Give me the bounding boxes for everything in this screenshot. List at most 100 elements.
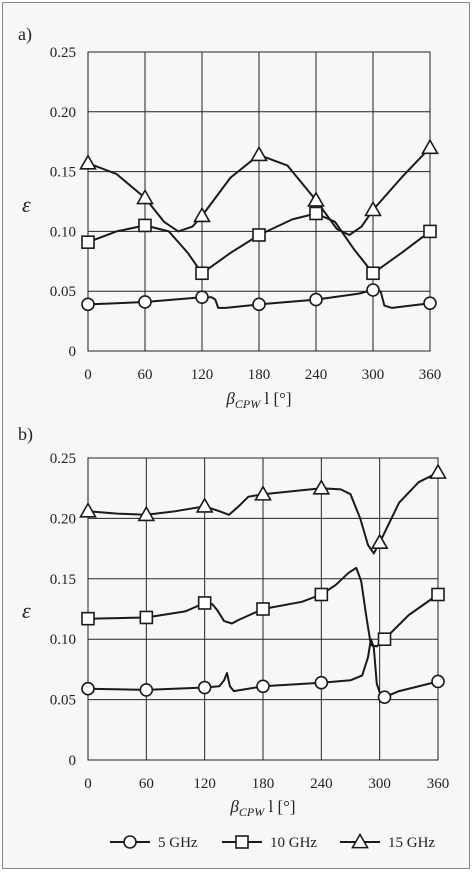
data-point bbox=[429, 463, 447, 479]
legend: 5 GHz 10 GHz 15 GHz bbox=[110, 832, 435, 851]
x-tick-label: 360 bbox=[427, 776, 450, 792]
y-tick-label: 0.10 bbox=[50, 632, 76, 648]
x-tick-label: 60 bbox=[139, 776, 154, 792]
data-point bbox=[314, 675, 329, 690]
x-tick-label: 120 bbox=[191, 367, 214, 383]
x-tick-label: 0 bbox=[84, 776, 92, 792]
y-tick-label: 0.05 bbox=[50, 693, 76, 709]
data-point bbox=[138, 218, 152, 233]
x-axis-label-base: β bbox=[229, 797, 239, 816]
x-tick-label: 120 bbox=[193, 776, 216, 792]
data-point bbox=[431, 587, 445, 602]
data-point bbox=[254, 485, 272, 501]
plot-area bbox=[87, 457, 439, 761]
legend-label: 15 GHz bbox=[388, 835, 435, 851]
x-axis-label: βCPW l [°] bbox=[229, 797, 295, 819]
y-axis-label: ε bbox=[22, 598, 31, 623]
series-5-ghz bbox=[81, 283, 437, 312]
data-point bbox=[364, 200, 382, 217]
y-tick-label: 0.25 bbox=[50, 451, 76, 467]
data-point bbox=[81, 235, 95, 249]
legend-item: 10 GHz bbox=[222, 835, 317, 851]
chart-panel-a: a) 0 0.05 0.10 0.15 0.20 0.25 0 60 120 180 240 300 36… bbox=[18, 24, 441, 411]
data-point bbox=[193, 206, 211, 223]
x-axis-label: βCPW l [°] bbox=[225, 389, 291, 411]
data-point bbox=[197, 596, 212, 610]
data-point bbox=[195, 290, 209, 304]
data-point bbox=[136, 188, 154, 205]
y-tick-label: 0.15 bbox=[50, 165, 76, 181]
data-point bbox=[370, 533, 389, 549]
legend-item: 5 GHz bbox=[110, 835, 198, 851]
data-point bbox=[252, 297, 266, 312]
y-tick-label: 0.25 bbox=[50, 45, 76, 61]
data-point bbox=[197, 680, 212, 695]
data-point bbox=[309, 206, 323, 221]
y-tick-label: 0 bbox=[69, 344, 77, 360]
x-axis-label-sub: CPW bbox=[235, 397, 261, 411]
x-tick-label: 240 bbox=[305, 367, 328, 383]
x-tick-label: 240 bbox=[310, 776, 333, 792]
plot-area bbox=[87, 51, 431, 352]
y-tick-label: 0.10 bbox=[50, 224, 76, 240]
x-axis-label-sub: CPW bbox=[239, 805, 265, 819]
data-point bbox=[256, 679, 270, 694]
data-point bbox=[314, 587, 329, 602]
legend-marker bbox=[235, 835, 249, 849]
series-line bbox=[87, 638, 439, 699]
data-point bbox=[138, 295, 152, 309]
x-tick-label: 180 bbox=[248, 367, 271, 383]
x-tick-label: 0 bbox=[84, 367, 92, 383]
data-point bbox=[366, 283, 380, 297]
data-point bbox=[195, 266, 209, 281]
data-point bbox=[377, 690, 392, 704]
series-15-ghz bbox=[79, 138, 439, 236]
data-point bbox=[252, 228, 266, 242]
data-point bbox=[195, 497, 214, 513]
y-tick-label: 0.15 bbox=[50, 572, 76, 588]
data-point bbox=[431, 674, 445, 689]
data-point bbox=[256, 602, 270, 616]
y-tick-label: 0.20 bbox=[50, 105, 76, 121]
legend-marker bbox=[123, 835, 137, 849]
chart-panel-b: b) 0 0.05 0.10 0.15 0.20 0.25 0 60 120 180 240 300 36… bbox=[18, 424, 449, 819]
data-point bbox=[250, 145, 268, 162]
series-5-ghz bbox=[81, 638, 445, 704]
x-axis-label-rest: l [°] bbox=[264, 797, 295, 816]
data-point bbox=[81, 297, 95, 312]
y-axis-label: ε bbox=[22, 192, 31, 217]
y-tick-label: 0.20 bbox=[50, 511, 76, 527]
panel-label: a) bbox=[18, 24, 32, 45]
y-tick-label: 0 bbox=[69, 753, 77, 769]
data-point bbox=[366, 266, 380, 281]
series-10-ghz bbox=[81, 566, 445, 648]
legend-label: 5 GHz bbox=[158, 835, 198, 851]
series-line bbox=[87, 289, 431, 309]
legend-marker bbox=[351, 832, 369, 849]
data-point bbox=[307, 191, 325, 207]
x-axis-label-base: β bbox=[225, 389, 235, 408]
x-tick-label: 360 bbox=[419, 367, 442, 383]
data-point bbox=[312, 479, 331, 495]
series-10-ghz bbox=[81, 206, 437, 281]
data-point bbox=[423, 296, 437, 310]
data-point bbox=[423, 224, 437, 239]
data-point bbox=[377, 632, 392, 647]
data-point bbox=[421, 138, 439, 155]
legend-item: 15 GHz bbox=[340, 832, 435, 851]
data-point bbox=[79, 502, 97, 518]
x-tick-label: 300 bbox=[368, 776, 391, 792]
data-point bbox=[139, 610, 154, 625]
data-point bbox=[79, 154, 97, 170]
panel-label: b) bbox=[18, 424, 33, 445]
x-axis-label-rest: l [°] bbox=[260, 389, 291, 408]
series-15-ghz bbox=[79, 463, 447, 555]
y-tick-label: 0.05 bbox=[50, 284, 76, 300]
x-tick-label: 300 bbox=[362, 367, 385, 383]
data-point bbox=[137, 505, 156, 522]
data-point bbox=[139, 683, 154, 697]
x-tick-label: 180 bbox=[252, 776, 275, 792]
data-point bbox=[81, 611, 95, 626]
